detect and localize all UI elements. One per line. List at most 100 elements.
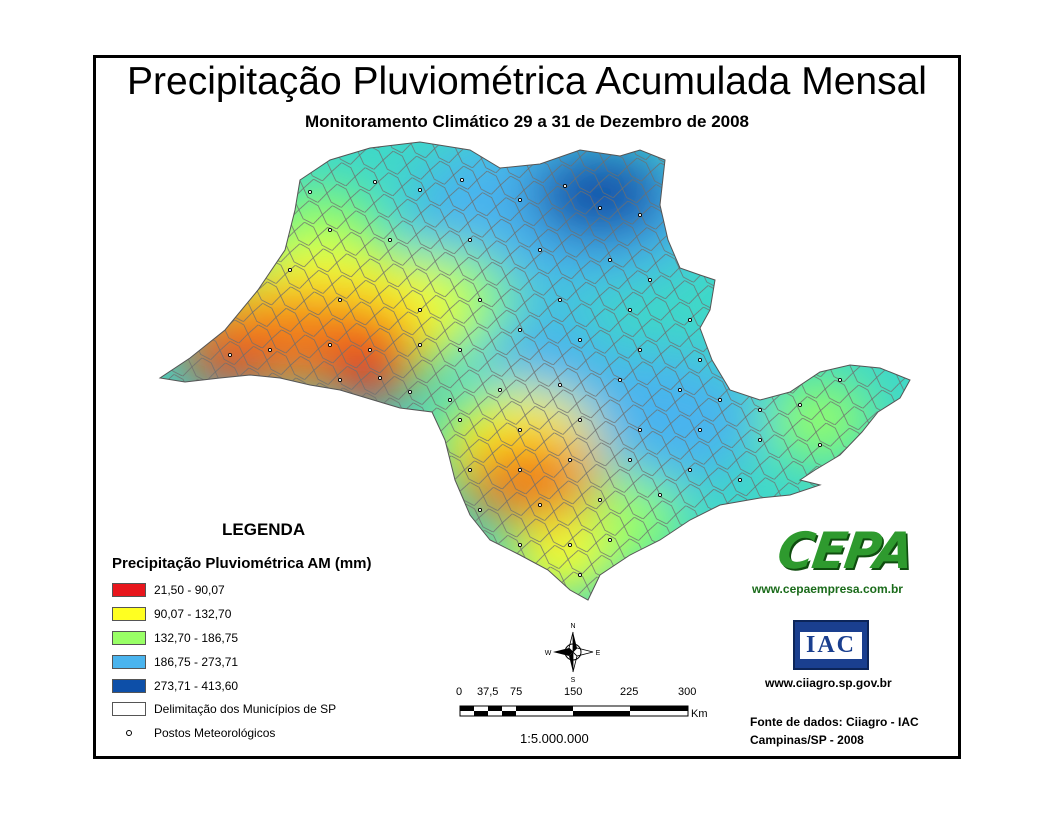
- station-marker: [607, 537, 613, 543]
- map-subtitle: Monitoramento Climático 29 a 31 de Dezem…: [304, 112, 750, 131]
- station-marker: [372, 179, 378, 185]
- legend-class-3: 132,70 - 186,75: [112, 630, 238, 646]
- map-title: Precipitação Pluviométrica Acumulada Men…: [127, 60, 927, 103]
- compass-n: N: [570, 623, 575, 630]
- source-line-1: Fonte de dados: Ciiagro - IAC: [750, 715, 919, 729]
- cepa-logo: CEPA: [773, 522, 916, 580]
- station-marker: [607, 257, 613, 263]
- legend-label: 186,75 - 273,71: [154, 655, 239, 669]
- station-marker: [517, 542, 523, 548]
- station-marker: [577, 337, 583, 343]
- legend-label: 90,07 - 132,70: [154, 607, 232, 621]
- scale-bar: Km: [459, 705, 708, 720]
- legend-label: Delimitação dos Municípios de SP: [154, 702, 337, 716]
- compass-e: E: [596, 650, 601, 657]
- station-marker: [677, 387, 683, 393]
- station-marker: [597, 497, 603, 503]
- legend-label: 132,70 - 186,75: [154, 631, 239, 645]
- station-marker: [577, 572, 583, 578]
- legend-stations: Postos Meteorológicos: [112, 725, 275, 741]
- station-marker: [377, 375, 383, 381]
- cepa-link[interactable]: www.cepaempresa.com.br: [752, 582, 903, 596]
- station-marker: [327, 227, 333, 233]
- legend-label: Postos Meteorológicos: [154, 726, 276, 740]
- station-marker: [447, 397, 453, 403]
- station-marker: [459, 177, 465, 183]
- scale-tick-37: 37,5: [477, 686, 499, 698]
- station-marker: [757, 437, 763, 443]
- station-marker: [617, 377, 623, 383]
- weather-stations: [227, 177, 843, 578]
- station-marker: [647, 277, 653, 283]
- station-marker: [367, 347, 373, 353]
- station-marker: [477, 297, 483, 303]
- legend-class-5: 273,71 - 413,60: [112, 678, 238, 694]
- station-marker: [337, 377, 343, 383]
- legend-label: 273,71 - 413,60: [154, 679, 239, 693]
- legend-swatch: [112, 679, 146, 693]
- iac-logo-text: IAC: [799, 631, 862, 659]
- station-marker: [467, 237, 473, 243]
- legend-swatch: [112, 655, 146, 669]
- station-marker: [697, 357, 703, 363]
- scale-tick-300: 300: [678, 686, 697, 698]
- station-marker: [517, 197, 523, 203]
- station-marker: [327, 342, 333, 348]
- station-marker: [537, 247, 543, 253]
- station-marker: [457, 417, 463, 423]
- legend-swatch: [112, 631, 146, 645]
- compass-w: W: [545, 650, 552, 657]
- legend-swatch: [112, 583, 146, 597]
- station-marker: [737, 477, 743, 483]
- station-marker: [717, 397, 723, 403]
- station-marker: [567, 542, 573, 548]
- legend-class-2: 90,07 - 132,70: [112, 606, 231, 622]
- station-marker: [577, 417, 583, 423]
- station-marker: [307, 189, 313, 195]
- scale-tick-75: 75: [510, 686, 523, 698]
- station-marker: [417, 187, 423, 193]
- station-marker: [467, 467, 473, 473]
- station-marker: [517, 467, 523, 473]
- station-marker: [757, 407, 763, 413]
- station-marker: [407, 389, 413, 395]
- station-marker: [697, 427, 703, 433]
- station-marker: [627, 307, 633, 313]
- station-marker: [597, 205, 603, 211]
- legend-swatch: [112, 702, 146, 716]
- station-marker: [387, 237, 393, 243]
- station-marker: [227, 352, 233, 358]
- station-marker: [537, 502, 543, 508]
- station-marker: [637, 427, 643, 433]
- scale-tick-0: 0: [456, 686, 463, 698]
- station-symbol-icon: [112, 730, 146, 736]
- station-marker: [627, 457, 633, 463]
- station-marker: [557, 382, 563, 388]
- station-marker: [267, 347, 273, 353]
- station-marker: [287, 267, 293, 273]
- scale-ratio: 1:5.000.000: [520, 731, 589, 746]
- state-outline: [158, 141, 911, 601]
- station-marker: [637, 212, 643, 218]
- station-marker: [562, 183, 568, 189]
- station-marker: [417, 307, 423, 313]
- station-marker: [337, 297, 343, 303]
- legend-subheading: Precipitação Pluviométrica AM (mm): [112, 555, 372, 572]
- compass-s: S: [571, 677, 576, 684]
- station-marker: [837, 377, 843, 383]
- station-marker: [687, 317, 693, 323]
- legend-heading: LEGENDA: [222, 520, 306, 539]
- compass-rose: N S E W: [545, 623, 601, 684]
- station-marker: [517, 427, 523, 433]
- iac-logo: IAC: [793, 620, 869, 670]
- source-line-2: Campinas/SP - 2008: [750, 733, 864, 747]
- station-marker: [657, 492, 663, 498]
- iac-link[interactable]: www.ciiagro.sp.gov.br: [765, 676, 892, 690]
- map-frame: [93, 55, 961, 759]
- legend-boundary: Delimitação dos Municípios de SP: [112, 701, 336, 717]
- station-marker: [797, 402, 803, 408]
- station-marker: [517, 327, 523, 333]
- station-marker: [477, 507, 483, 513]
- scale-tick-225: 225: [620, 686, 639, 698]
